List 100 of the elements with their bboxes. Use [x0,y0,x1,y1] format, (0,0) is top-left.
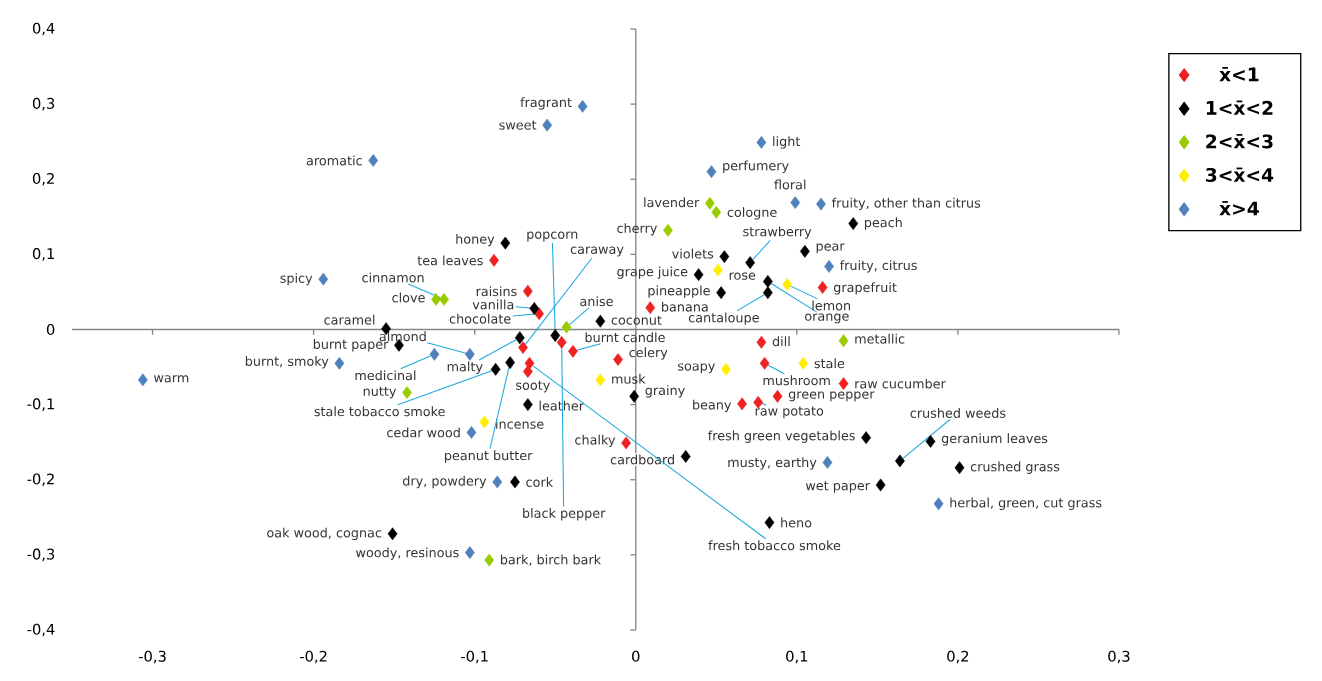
point [542,118,553,132]
point [861,431,871,445]
annotation: dill [772,336,790,347]
annotation: bark, birch bark [500,554,602,566]
y-tick-label: -0,2 [27,473,54,487]
point [895,454,905,468]
point [522,284,533,298]
annotation: orange [805,313,849,324]
point [721,362,731,376]
annotation: metallic [855,333,905,344]
point [816,197,826,211]
point [595,373,606,387]
annotation: wet paper [805,481,870,493]
x-tick-label: 0 [632,650,640,662]
annotation: musty, earthy [728,457,817,470]
point [782,278,793,291]
annotation: nutty [363,386,397,399]
point [798,356,809,370]
annotation: caraway [570,246,624,257]
annotation: spicy [280,272,313,286]
point [954,461,965,475]
point [762,275,773,288]
point [838,334,849,348]
annotation: cantaloupe [688,312,759,325]
annotation: honey [456,233,495,247]
point [334,356,345,370]
annotation: peanut butter [445,450,533,463]
annotation: sooty [516,380,550,393]
y-tick-label: -0,4 [27,623,55,637]
point [492,475,503,489]
point [705,196,715,210]
point [318,272,329,286]
point [790,196,801,209]
annotation: woody, resinous [356,547,459,560]
point [595,314,606,328]
point [556,335,567,349]
annotation: floral [774,179,806,190]
annotation: raw potato [755,406,824,419]
annotation: musk [612,373,646,384]
point [822,456,833,469]
annotation: banana [662,301,708,312]
x-tick-label: 0,3 [1108,650,1130,664]
annotation: stale [814,358,845,369]
point [756,335,767,349]
annotation: vanilla [472,299,514,310]
annotation: chocolate [449,313,511,324]
annotation: beany [693,399,732,413]
x-tick-label: -0,3 [138,650,166,664]
point [756,136,767,149]
point [716,286,727,300]
point [138,373,148,387]
annotation: clove [392,292,425,303]
annotation: anise [580,296,613,307]
annotation: green pepper [788,391,875,402]
point [663,223,673,237]
point [465,347,475,361]
point [875,478,886,492]
point [762,286,773,300]
point [848,217,859,230]
y-tick-label: 0,2 [32,172,54,186]
point [800,244,810,258]
y-tick-label: 0,1 [32,248,54,261]
point [490,362,501,376]
point [514,331,525,345]
y-tick-label: 0,4 [32,22,55,36]
x-tick-label: -0,1 [461,650,488,664]
annotation: rose [729,272,756,280]
point [613,353,623,366]
point [402,386,412,399]
point [621,436,631,450]
point [387,527,398,541]
annotation: lemon [812,300,851,311]
y-tick-label: 0 [46,323,55,336]
point [489,253,499,267]
point [550,329,561,342]
point [737,397,747,411]
annotation: pear [816,243,845,254]
legend-label: 1<x̄<2 [1206,100,1273,115]
point [431,293,441,306]
point [764,516,775,529]
annotation: mushroom [763,375,830,386]
point [522,365,533,378]
point [817,281,828,294]
legend-label: 2<x̄<3 [1206,134,1273,149]
annotation: almond [379,331,426,342]
annotation: heno [781,517,812,528]
point [838,377,849,390]
annotation: raisins [476,286,517,297]
annotation: aromatic [306,155,362,166]
annotation: peach [864,217,902,230]
point [759,356,770,370]
point [561,320,572,334]
annotation: stale tobacco smoke [314,406,445,417]
point [824,259,834,273]
annotation: dry, powdery [402,475,487,489]
point [577,99,588,113]
annotation: incense [496,418,544,429]
point [629,389,640,403]
point [772,389,783,403]
x-tick-label: -0,2 [300,650,327,664]
